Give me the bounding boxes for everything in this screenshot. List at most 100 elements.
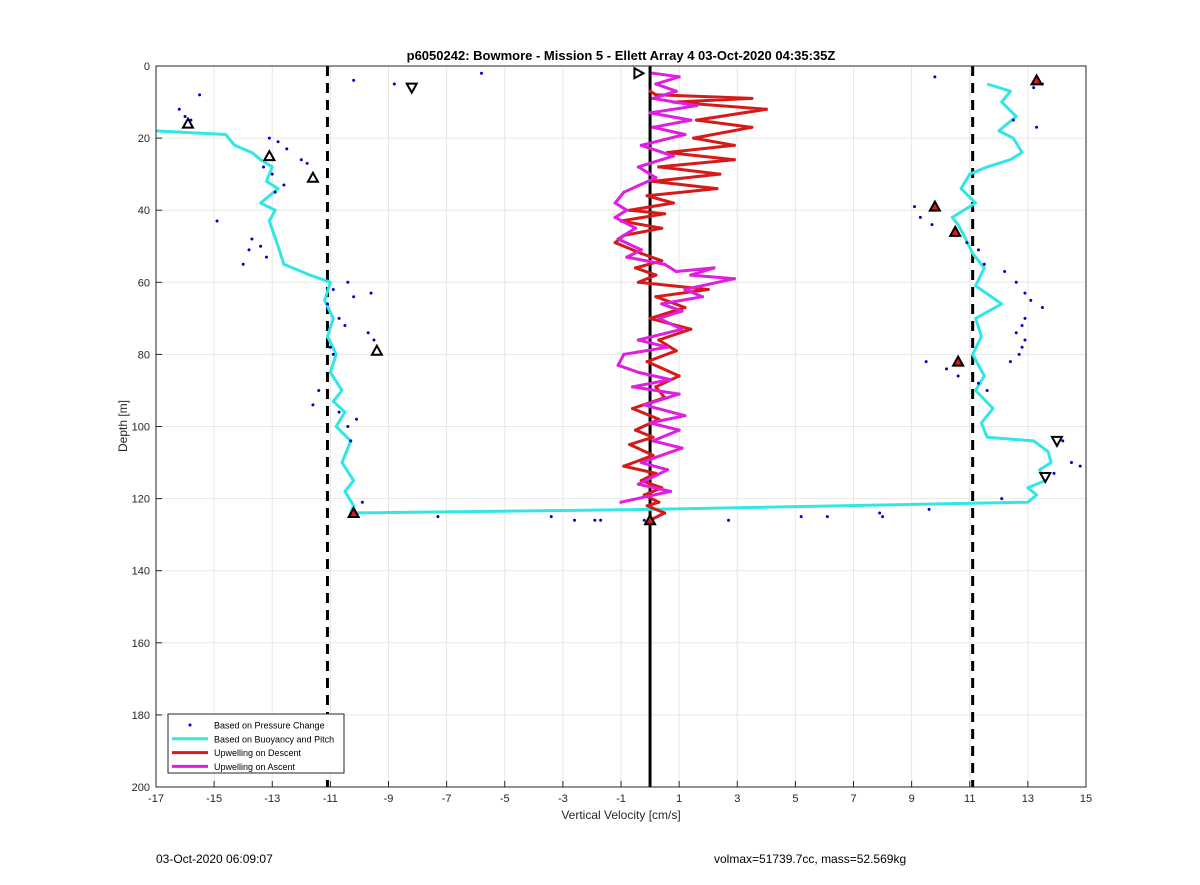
series-point <box>694 118 699 122</box>
series-point <box>677 428 681 432</box>
series-point <box>657 500 661 504</box>
x-tick-label: 13 <box>1022 793 1034 805</box>
series-point <box>619 500 623 504</box>
series-point <box>674 269 678 274</box>
pressure-change-point <box>1008 360 1012 364</box>
series-point <box>671 154 675 158</box>
series-point <box>645 194 649 198</box>
event-marker-triangle-up <box>262 149 277 162</box>
pressure-change-point <box>349 439 353 443</box>
series-point <box>657 165 661 169</box>
series-point <box>680 309 684 313</box>
pressure-change-point <box>241 262 245 266</box>
pressure-change-point <box>1020 345 1024 349</box>
event-marker-triangle-down <box>405 82 419 95</box>
pressure-change-point <box>985 388 989 392</box>
series-point <box>657 338 661 342</box>
pressure-change-point <box>1014 280 1018 284</box>
series-point <box>674 89 678 93</box>
series-point <box>712 266 716 270</box>
x-tick-label: -9 <box>384 793 394 805</box>
footer-stats: volmax=51739.7cc, mass=52.569kg <box>714 852 907 866</box>
pressure-change-point <box>913 205 917 209</box>
series-point <box>662 212 667 216</box>
series-point <box>718 172 722 176</box>
series-point <box>622 190 626 194</box>
pressure-change-point <box>642 518 646 522</box>
pressure-change-point <box>262 165 266 169</box>
event-marker-triangle-up <box>346 505 361 519</box>
x-tick-label: -5 <box>500 793 510 805</box>
x-tick-label: -13 <box>264 793 280 805</box>
pressure-change-point <box>1003 269 1007 273</box>
series-point <box>651 453 655 457</box>
pressure-change-point <box>355 417 359 421</box>
pressure-change-point <box>177 107 181 111</box>
x-tick-label: -3 <box>558 793 568 805</box>
pressure-change-point <box>918 215 922 219</box>
pressure-change-point <box>282 183 286 187</box>
legend: Based on Pressure Change Based on Buoyanc… <box>167 713 345 774</box>
pressure-change-point <box>305 161 309 165</box>
series-point <box>636 370 641 375</box>
series-point <box>631 406 635 411</box>
series-point <box>654 385 658 389</box>
series-point <box>628 442 632 447</box>
pressure-change-point <box>343 324 347 328</box>
series-point <box>651 71 655 75</box>
pressure-change-point <box>1014 331 1018 335</box>
pressure-change-point <box>1035 125 1039 129</box>
series-point <box>642 403 646 407</box>
series-point <box>645 504 649 508</box>
x-tick-label: 3 <box>734 793 740 805</box>
pressure-change-point <box>276 140 280 144</box>
series-point <box>636 165 641 169</box>
pressure-change-point <box>1023 338 1027 342</box>
series-point <box>645 360 649 364</box>
series-point <box>625 255 629 259</box>
event-marker-triangle-up <box>951 354 965 367</box>
series-point <box>651 435 655 439</box>
series-point <box>660 226 664 230</box>
pressure-change-point <box>1017 352 1021 356</box>
series-point <box>662 262 667 266</box>
x-tick-label: 11 <box>964 793 975 805</box>
pressure-change-point <box>930 223 934 227</box>
series-point <box>651 439 655 443</box>
series-point <box>636 280 641 284</box>
pressure-change-point <box>1023 291 1027 295</box>
pressure-change-point <box>825 515 829 519</box>
pressure-change-point <box>247 248 251 252</box>
series-point <box>668 378 673 382</box>
y-tick-label: 80 <box>138 349 150 361</box>
series-point <box>654 82 658 86</box>
pressure-change-point <box>878 511 882 515</box>
series-point <box>636 338 641 342</box>
pressure-change-point <box>264 255 268 259</box>
series-point <box>683 414 687 418</box>
pressure-change-point <box>1000 497 1004 501</box>
series-point <box>657 316 661 320</box>
footer-timestamp: 03-Oct-2020 06:09:07 <box>156 852 273 866</box>
x-tick-label: -17 <box>148 793 164 805</box>
event-marker-triangle-up <box>306 170 320 183</box>
series-point <box>639 248 643 252</box>
series-point <box>613 215 617 220</box>
event-marker-triangle-right <box>633 66 646 80</box>
pressure-change-point <box>360 500 364 504</box>
x-tick-label: 1 <box>676 793 682 805</box>
series-point <box>631 385 635 389</box>
pressure-change-point <box>480 71 483 75</box>
event-marker-triangle-up <box>643 513 657 526</box>
series-point <box>674 349 678 353</box>
series-point <box>668 489 673 493</box>
x-tick-label: 5 <box>792 793 798 805</box>
pressure-change-point <box>436 515 440 519</box>
series-point <box>648 421 652 425</box>
series-point <box>616 363 620 367</box>
series-point <box>651 96 655 101</box>
series-point <box>639 143 643 147</box>
pressure-change-point <box>183 114 187 118</box>
series-point <box>732 158 736 162</box>
series-point <box>680 446 684 450</box>
